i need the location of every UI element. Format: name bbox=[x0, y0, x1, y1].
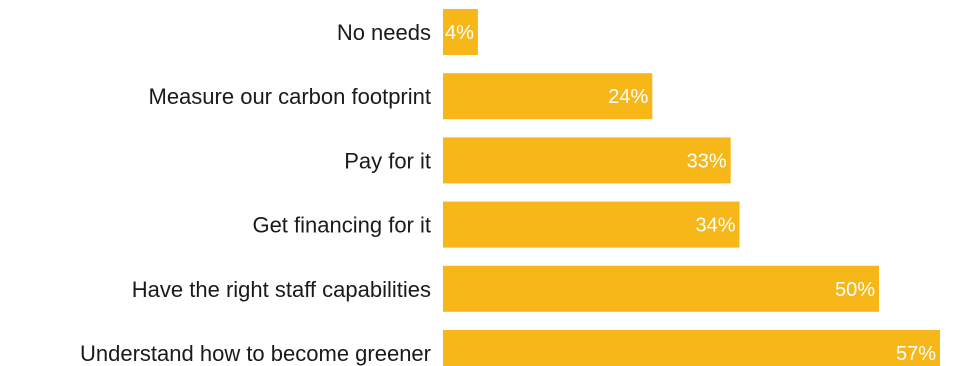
value-label-5: 57% bbox=[896, 343, 936, 365]
category-label-5: Understand how to become greener bbox=[80, 341, 431, 366]
value-label-0: 4% bbox=[445, 22, 474, 44]
value-labels-layer: 4% 24% 33% 34% 50% 57% bbox=[445, 22, 936, 365]
category-label-2: Pay for it bbox=[344, 148, 431, 173]
category-labels-layer: No needs Measure our carbon footprint Pay … bbox=[80, 20, 431, 366]
value-label-4: 50% bbox=[835, 279, 875, 301]
bar-5 bbox=[443, 330, 940, 366]
bar-3 bbox=[443, 201, 740, 248]
category-label-0: No needs bbox=[337, 20, 431, 45]
bar-1 bbox=[443, 73, 653, 120]
bar-4 bbox=[443, 265, 879, 312]
bars-layer bbox=[443, 9, 940, 366]
value-label-1: 24% bbox=[608, 86, 648, 108]
value-label-2: 33% bbox=[687, 150, 727, 172]
bar-2 bbox=[443, 137, 731, 184]
value-label-3: 34% bbox=[695, 215, 735, 237]
bar-0 bbox=[443, 9, 478, 55]
category-label-4: Have the right staff capabilities bbox=[132, 277, 431, 302]
category-label-3: Get financing for it bbox=[252, 213, 431, 238]
category-label-1: Measure our carbon footprint bbox=[149, 84, 432, 109]
